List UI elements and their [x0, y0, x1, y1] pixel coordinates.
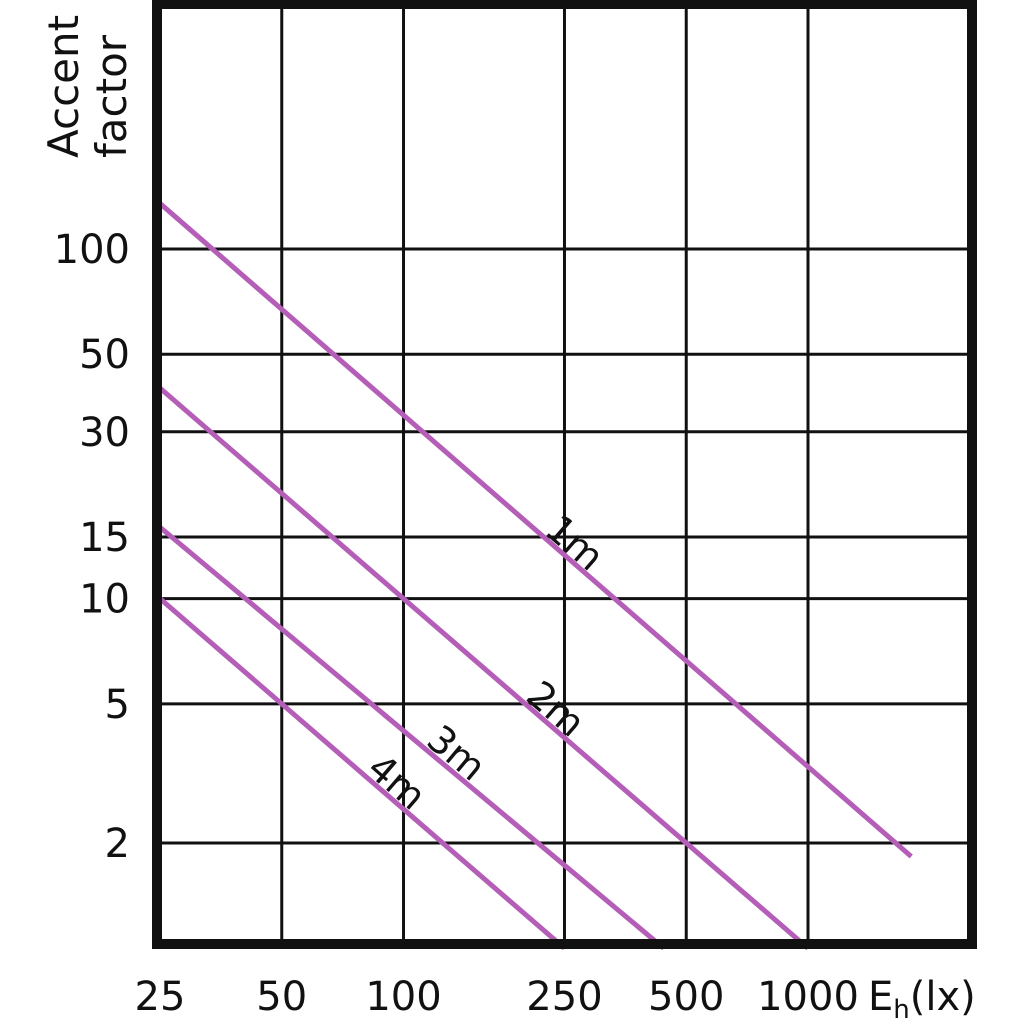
series-line-1m [158, 201, 913, 859]
grid-lines [157, 4, 972, 944]
x-tick-label-1000: 1000 [757, 974, 859, 1020]
y-tick-label-100: 100 [54, 227, 130, 273]
x-tick-label-50: 50 [256, 974, 307, 1020]
series-label-4m: 4m [359, 745, 434, 818]
series-line-2m [158, 386, 810, 951]
y-tick-label-10: 10 [79, 577, 130, 623]
x-tick-label-25: 25 [135, 974, 186, 1020]
x-tick-label-250: 250 [526, 974, 602, 1020]
x-tick-label-100: 100 [365, 974, 441, 1020]
x-axis-label-subscript: h [893, 995, 909, 1024]
plot-frame [152, 0, 977, 949]
y-axis-label-line-2: factor [87, 34, 136, 158]
x-axis-label-main: E [868, 974, 893, 1020]
y-tick-label-30: 30 [79, 410, 130, 456]
y-tick-label-5: 5 [105, 682, 130, 728]
series-line-3m [158, 525, 666, 951]
y-axis-label-line-1: Accent [39, 15, 88, 158]
x-axis-label: Eh(lx) [868, 974, 976, 1024]
y-tick-label-2: 2 [105, 821, 130, 867]
series-label-3m: 3m [419, 716, 494, 789]
series-line-4m [158, 596, 567, 951]
y-tick-label-50: 50 [79, 332, 130, 378]
series-label-2m: 2m [518, 672, 593, 745]
x-tick-label-500: 500 [648, 974, 724, 1020]
x-axis-label-unit: (lx) [910, 974, 976, 1020]
y-tick-label-15: 15 [79, 515, 130, 561]
series-label-1m: 1m [537, 506, 612, 579]
